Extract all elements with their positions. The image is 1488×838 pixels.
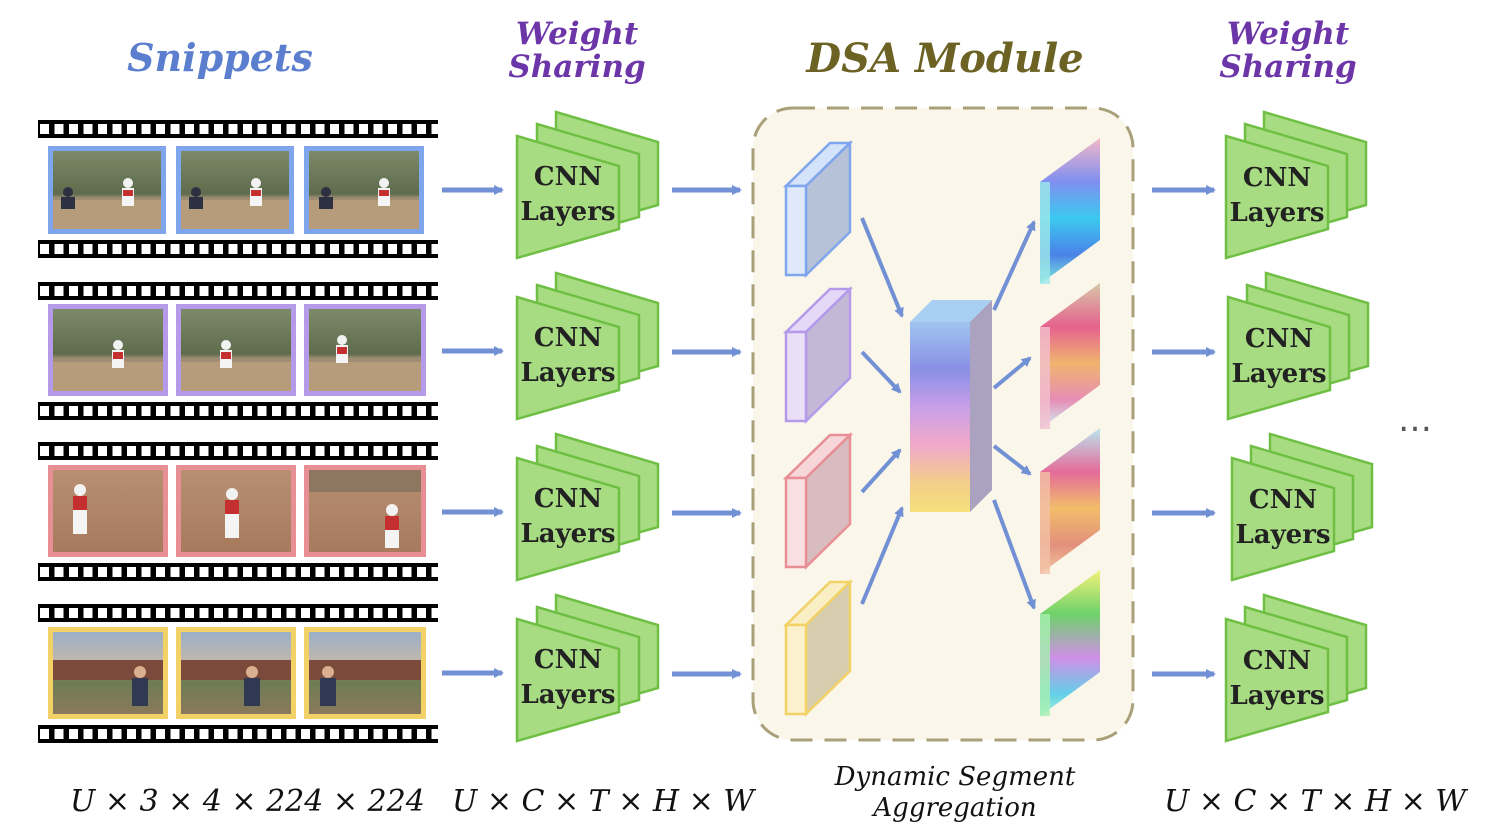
input-feature-slab-red <box>782 432 854 570</box>
cnn-layers-block-left-2 <box>515 271 660 421</box>
video-frame <box>48 465 168 557</box>
weight-sharing-title-left: Weight Sharing <box>508 16 646 85</box>
cnn-layers-block-left-3 <box>515 432 660 582</box>
input-dimension-label: U × 3 × 4 × 224 × 224 <box>70 784 425 819</box>
input-feature-slab-purple <box>782 286 854 424</box>
arrow <box>860 350 902 394</box>
cnn-layers-label: CNN Layers <box>520 645 616 711</box>
snippet-strip-3 <box>38 442 438 582</box>
cnn-layers-label: CNN Layers <box>1235 485 1331 551</box>
cnn-layers-label: CNN Layers <box>520 162 616 228</box>
video-frame <box>48 304 168 396</box>
snippet-strip-2 <box>38 282 438 422</box>
video-frame <box>48 627 168 719</box>
output-feature-slab-3 <box>1040 428 1100 574</box>
cnn-layers-block-left-1 <box>515 110 660 260</box>
video-frame <box>176 304 296 396</box>
output-feature-slab-2 <box>1040 283 1100 429</box>
snippet-strip-4 <box>38 604 438 744</box>
video-frame <box>304 465 426 557</box>
arrow <box>992 356 1032 390</box>
weight-sharing-title-right: Weight Sharing <box>1219 16 1357 85</box>
video-frame <box>176 146 294 234</box>
video-frame <box>176 627 296 719</box>
cnn-layers-label: CNN Layers <box>1229 163 1325 229</box>
dsa-module-title: DSA Module <box>806 35 1084 82</box>
output-feature-slab-1 <box>1040 138 1100 284</box>
input-feature-slab-yellow <box>782 579 854 717</box>
output-feature-slab-4 <box>1040 570 1100 716</box>
cnn-layers-block-left-4 <box>515 593 660 743</box>
cnn-layers-label: CNN Layers <box>1231 324 1327 390</box>
cnn-layers-block-right-1 <box>1224 110 1368 260</box>
input-feature-slab-blue <box>782 140 854 278</box>
snippets-title: Snippets <box>127 35 313 80</box>
video-frame <box>304 627 426 719</box>
arrow <box>860 506 904 605</box>
arrow <box>992 444 1032 476</box>
video-frame <box>304 146 424 234</box>
aggregated-feature-block <box>910 300 992 512</box>
snippet-strip-1 <box>38 120 438 260</box>
cnn-layers-label: CNN Layers <box>520 323 616 389</box>
dsa-caption: Dynamic Segment Aggregation <box>834 762 1076 824</box>
arrow <box>992 499 1036 610</box>
video-frame <box>48 146 166 234</box>
cnn-layers-label: CNN Layers <box>1229 646 1325 712</box>
ellipsis: … <box>1398 400 1434 440</box>
arrow <box>860 448 902 494</box>
arrow <box>860 217 904 318</box>
cnn-output-dimension-label: U × C × T × H × W <box>452 784 755 819</box>
arrow <box>992 220 1036 311</box>
video-frame <box>304 304 426 396</box>
video-frame <box>176 465 296 557</box>
cnn-layers-block-right-4 <box>1224 593 1368 743</box>
cnn-layers-block-right-3 <box>1230 432 1374 582</box>
cnn-layers-label: CNN Layers <box>520 484 616 550</box>
dsa-output-dimension-label: U × C × T × H × W <box>1164 784 1467 819</box>
cnn-layers-block-right-2 <box>1226 271 1370 421</box>
